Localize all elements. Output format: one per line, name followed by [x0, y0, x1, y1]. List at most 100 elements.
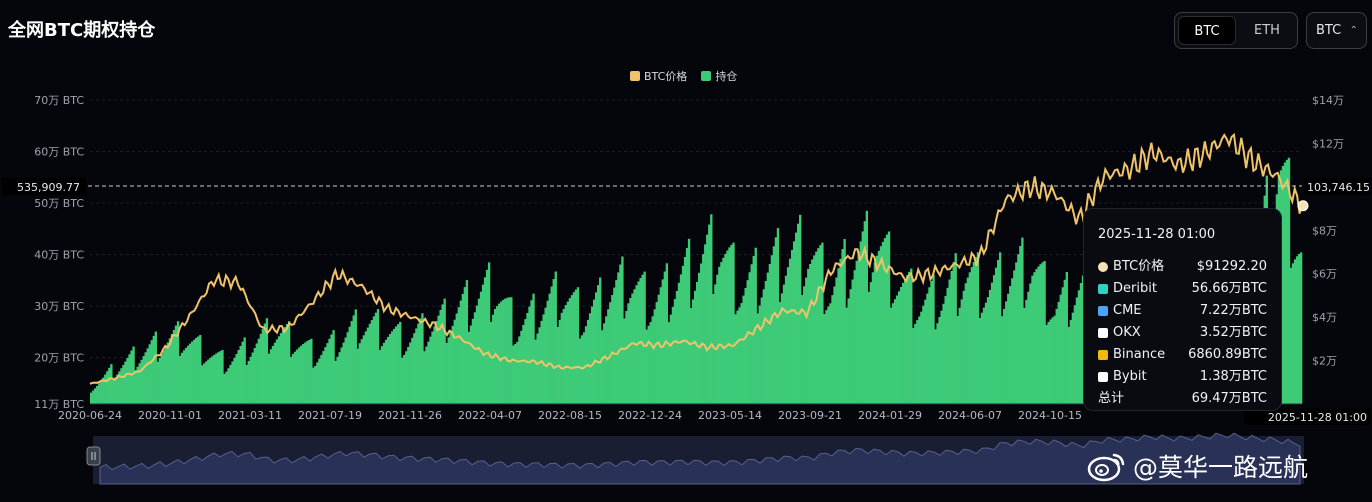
oi-bar [92, 390, 95, 404]
oi-bar [746, 280, 749, 404]
oi-bar [195, 338, 198, 404]
oi-bar [376, 309, 380, 404]
oi-bar [904, 279, 907, 404]
oi-bar [839, 258, 842, 404]
y-left-tick-label: 60万 BTC [34, 146, 84, 159]
tooltip-row: CME 7.22万BTC [1098, 301, 1267, 321]
oi-bar [96, 385, 99, 404]
oi-bar [370, 320, 374, 404]
oi-bar [841, 249, 844, 404]
oi-bar [572, 292, 576, 404]
oi-bar [972, 262, 976, 404]
oi-bar [265, 318, 269, 404]
oi-bar [786, 267, 790, 404]
oi-bar [504, 298, 507, 404]
oi-bar [988, 289, 992, 404]
oi-bar [1003, 308, 1006, 404]
oi-bar [687, 238, 691, 404]
binance-icon [1098, 350, 1108, 360]
oi-bar [647, 325, 650, 404]
oi-bar [310, 338, 313, 404]
oi-bar [936, 323, 939, 404]
oi-bar [451, 325, 454, 404]
page-title: 全网BTC期权持仓 [8, 20, 156, 41]
crosshair-right-bg [1304, 178, 1370, 195]
oi-bar [429, 336, 432, 404]
oi-bar [405, 351, 408, 404]
btc-toggle-button[interactable]: BTC [1178, 16, 1236, 45]
oi-bar [849, 289, 852, 404]
oi-bar [859, 241, 862, 404]
oi-bar [999, 252, 1002, 404]
oi-bar [629, 298, 632, 404]
oi-bar [203, 363, 206, 404]
oi-bar [803, 286, 806, 404]
oi-bar [968, 272, 972, 404]
oi-bar [898, 291, 901, 404]
y-right-tick-label: $2万 [1312, 355, 1337, 368]
oi-bar [805, 277, 808, 404]
oi-bar [154, 331, 157, 404]
oi-bar [384, 339, 388, 404]
x-tick-label: 2023-09-21 [778, 409, 842, 422]
oi-bar [298, 347, 301, 404]
legend-item-price[interactable]: BTC价格 [630, 68, 687, 84]
tooltip-row-value: $91292.20 [1196, 259, 1267, 274]
oi-bar [827, 306, 830, 404]
y-left-tick-label: 20万 BTC [34, 352, 84, 365]
oi-bar [728, 247, 731, 404]
x-tick-label: 2024-06-07 [938, 409, 1002, 422]
oi-bar [788, 258, 792, 404]
okx-icon [1098, 328, 1108, 338]
legend-item-oi[interactable]: 持仓 [701, 68, 737, 84]
oi-bar [342, 342, 345, 404]
y-axis-right: $14万$12万$10万$8万$6万$4万$2万 [1312, 94, 1344, 368]
oi-bar [700, 263, 703, 404]
oi-bar [1299, 252, 1303, 404]
oi-bar [322, 351, 325, 404]
oi-bar [649, 322, 652, 404]
oi-bar [1051, 317, 1054, 404]
oi-bar [308, 339, 311, 404]
navigator-handle-left[interactable] [86, 446, 101, 466]
cme-icon [1098, 306, 1108, 316]
oi-bar [251, 352, 254, 404]
oi-bar [116, 374, 119, 404]
oi-bar [1065, 272, 1068, 404]
oi-bar [1029, 283, 1032, 404]
oi-bar [714, 284, 717, 404]
oi-bar [851, 279, 854, 404]
eth-toggle-button[interactable]: ETH [1254, 23, 1280, 38]
oi-bar [110, 364, 113, 404]
tooltip-row: OKX 3.52万BTC [1098, 323, 1267, 343]
oi-bar [544, 307, 547, 404]
oi-bar [485, 269, 489, 404]
oi-bar [912, 327, 915, 404]
oi-bar [857, 251, 860, 404]
oi-bar [215, 353, 218, 404]
oi-bar [112, 380, 115, 404]
oi-bar [562, 308, 565, 404]
legend-label-price: BTC价格 [644, 70, 688, 83]
oi-bar [241, 341, 244, 404]
oi-bar [716, 274, 719, 404]
oi-bar [281, 330, 285, 404]
price-series-line [89, 132, 1303, 385]
oi-bar [534, 339, 537, 404]
oi-bar [306, 341, 309, 404]
coin-select[interactable]: BTC ⌃ [1306, 12, 1367, 49]
oi-bar [259, 333, 262, 404]
oi-bar [1079, 283, 1083, 404]
oi-bar [730, 244, 733, 404]
oi-bar [1019, 246, 1022, 404]
oi-bar [895, 295, 899, 404]
oi-bar [439, 310, 442, 404]
x-axis: 2020-06-24 2020-11-01 2021-03-11 2021-07-19… [58, 403, 1370, 425]
oi-bar [401, 357, 404, 404]
range-navigator[interactable] [86, 432, 1304, 485]
oi-bar [916, 320, 919, 404]
oi-bar [358, 343, 361, 404]
oi-bar [146, 348, 149, 404]
oi-bar [526, 313, 529, 404]
oi-bar [1025, 299, 1028, 404]
